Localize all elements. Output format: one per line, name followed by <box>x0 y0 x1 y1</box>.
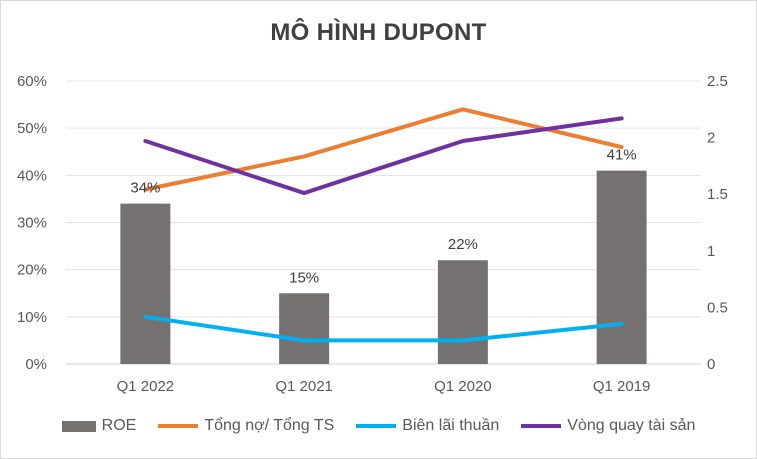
legend-item-net-margin: Biên lãi thuần <box>356 417 499 435</box>
bar-data-label: 15% <box>289 269 319 286</box>
line-net-margin <box>143 314 624 343</box>
left-axis-tick: 0% <box>25 356 47 373</box>
right-axis-tick: 2 <box>707 130 715 147</box>
legend-label-asset-turnover: Vòng quay tài sản <box>567 417 696 434</box>
line-asset-turnover <box>143 116 624 196</box>
x-axis-tick: Q1 2019 <box>593 378 651 395</box>
legend-label-roe: ROE <box>101 417 137 434</box>
bar-data-label: 34% <box>130 180 160 197</box>
x-axis-tick: Q1 2021 <box>275 378 333 395</box>
right-axis-tick: 0.5 <box>707 299 728 316</box>
legend-swatch-net-margin <box>356 424 397 428</box>
line-debt-ratio <box>143 107 624 192</box>
right-axis-tick: 1.5 <box>707 186 728 203</box>
chart-title: MÔ HÌNH DUPONT <box>270 19 487 46</box>
left-axis-tick: 10% <box>17 309 47 326</box>
right-axis-tick: 0 <box>707 356 715 373</box>
bar-data-label: 41% <box>607 147 637 164</box>
left-axis-tick: 30% <box>17 215 47 232</box>
right-axis-tick: 2.5 <box>707 73 728 90</box>
x-axis-tick: Q1 2020 <box>434 378 492 395</box>
x-axis-tick: Q1 2022 <box>117 378 175 395</box>
bar-roe <box>437 260 488 364</box>
left-axis-tick: 40% <box>17 167 47 184</box>
left-axis-tick: 50% <box>17 120 47 137</box>
bar-roe <box>120 203 171 364</box>
legend-label-debt-ratio: Tổng nợ/ Tổng TS <box>204 417 335 434</box>
legend-item-asset-turnover: Vòng quay tài sản <box>521 417 695 435</box>
legend-label-net-margin: Biên lãi thuần <box>402 417 500 434</box>
chart-legend: ROE Tổng nợ/ Tổng TS Biên lãi thuần Vòng… <box>1 417 756 435</box>
legend-item-roe: ROE <box>61 417 137 435</box>
legend-swatch-debt-ratio <box>158 424 199 428</box>
bar-data-label: 22% <box>448 236 478 253</box>
bar-roe <box>279 293 330 364</box>
right-axis-tick: 1 <box>707 243 715 260</box>
legend-swatch-asset-turnover <box>521 424 562 428</box>
legend-swatch-roe <box>61 420 96 432</box>
bar-roe <box>596 170 647 364</box>
left-axis-tick: 60% <box>17 73 47 90</box>
legend-item-debt-ratio: Tổng nợ/ Tổng TS <box>158 417 334 435</box>
left-axis-tick: 20% <box>17 262 47 279</box>
